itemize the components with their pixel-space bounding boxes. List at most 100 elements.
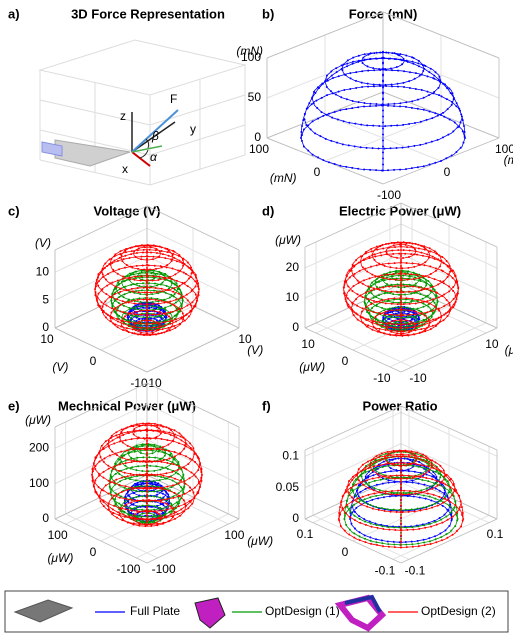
legend: Full Plate OptDesign (1) OptDesign (2) xyxy=(4,590,509,633)
y-axis-label: (V) xyxy=(52,360,68,374)
alpha-arc xyxy=(139,149,149,159)
panel-title: Electric Power (μW) xyxy=(339,203,461,218)
box-edge xyxy=(304,474,402,520)
z-tick-label: 50 xyxy=(248,90,262,104)
x-tick-label: 10 xyxy=(485,337,499,351)
x-tick-label: -100 xyxy=(377,188,401,202)
grid-line xyxy=(304,223,402,269)
grid-line xyxy=(304,411,402,457)
box-edge xyxy=(400,405,498,451)
z-tick-label: 0.05 xyxy=(276,480,300,494)
plot-3d: d) Electric Power (μW)01020-1010-10010(μW… xyxy=(262,202,513,385)
box-edge xyxy=(266,11,384,59)
z-axis-label: (μW) xyxy=(275,233,301,247)
z-tick-label: 0 xyxy=(42,320,49,334)
x-axis-arrow xyxy=(131,151,151,167)
z-tick-label: 0 xyxy=(254,130,261,144)
x-tick-label: -0.1 xyxy=(405,564,426,578)
box-edge xyxy=(400,327,498,373)
plots: b)Force (mN)050100-10001000100(mN)(mN)(m… xyxy=(8,6,513,577)
plot-3d: b)Force (mN)050100-10001000100(mN)(mN)(m… xyxy=(236,6,513,202)
y-axis-arrow xyxy=(131,121,176,153)
plot-3d: f) Power Ratio 0 0.05 0.1 -0.1 0.1 -0.1 0 0.1 xyxy=(262,398,504,577)
grid-line xyxy=(136,513,229,559)
y-tick-label: 0 xyxy=(342,354,349,368)
y-axis-label: (μW) xyxy=(47,551,73,565)
x-axis-label: (V) xyxy=(247,343,263,357)
y-tick-label: -10 xyxy=(130,376,148,390)
grid-line xyxy=(54,227,148,273)
box-edge xyxy=(54,327,148,373)
y-tick-label: 0 xyxy=(342,545,349,559)
angle-label: α xyxy=(150,150,158,164)
grid-line xyxy=(54,403,148,449)
z-tick-label: 100 xyxy=(29,476,49,490)
x-axis-label: (μW) xyxy=(247,534,273,548)
axis-label: y xyxy=(190,122,196,136)
box-edge xyxy=(382,11,500,59)
x-tick-label: -10 xyxy=(409,371,427,385)
panel-title: Voltage (V) xyxy=(94,203,161,218)
y-axis-label: (mN) xyxy=(270,171,297,185)
y-tick-label: 0 xyxy=(90,545,97,559)
axis-label: z xyxy=(120,109,126,123)
surface-points xyxy=(93,243,201,337)
grid-line xyxy=(389,322,487,368)
y-tick-label: -10 xyxy=(373,371,391,385)
y-tick-label: 100 xyxy=(48,528,68,542)
y-tick-label: 100 xyxy=(249,142,269,156)
x-tick-label: 0.1 xyxy=(487,527,504,541)
box-edge xyxy=(400,518,498,564)
x-tick-label: -10 xyxy=(144,376,162,390)
box-edge xyxy=(400,202,498,248)
x-tick-label: 100 xyxy=(224,528,244,542)
surface-points xyxy=(299,51,467,172)
x-tick-label: -100 xyxy=(152,562,176,576)
box-edge xyxy=(54,382,148,428)
box-edge xyxy=(54,474,148,520)
box-edge xyxy=(146,518,240,564)
x-tick-label: 0 xyxy=(444,165,451,179)
box-edge xyxy=(146,474,240,520)
x-axis-label: (mN) xyxy=(504,153,513,167)
diagram-box xyxy=(38,39,247,186)
surface-points xyxy=(342,241,460,337)
panel-letter: b) xyxy=(262,6,274,21)
panel-title: Mechnical Power (μW) xyxy=(58,398,196,413)
z-tick-label: 5 xyxy=(42,292,49,306)
box-edge xyxy=(304,327,402,373)
y-tick-label: 10 xyxy=(301,337,315,351)
panel-letter: f) xyxy=(262,398,271,413)
box-edge xyxy=(304,405,402,451)
box-edge xyxy=(54,205,148,251)
box-edge xyxy=(54,518,148,564)
plate xyxy=(54,139,131,167)
box-edge xyxy=(146,382,240,428)
z-tick-label: 10 xyxy=(286,290,300,304)
panel-title: 3D Force Representation xyxy=(71,6,225,21)
z-tick-label: 0 xyxy=(292,511,299,525)
clamp xyxy=(41,141,63,157)
plot-3d: e) Mechnical Power (μW) 0 100 200 -100 100 -100… xyxy=(8,382,273,576)
z-axis-label: (μW) xyxy=(25,413,51,427)
design-icon xyxy=(194,597,226,629)
box-edge xyxy=(304,202,402,248)
legend-label: OptDesign (1) xyxy=(265,604,340,618)
panel-letter: e) xyxy=(8,398,20,413)
beta-arc xyxy=(145,138,150,149)
box-edge xyxy=(400,474,498,520)
x-tick-label: 10 xyxy=(238,332,252,346)
design-icon xyxy=(344,594,382,613)
projection-arrow xyxy=(131,145,163,153)
panel-letter: c) xyxy=(8,203,20,218)
z-tick-label: 200 xyxy=(29,440,49,454)
panel-a: a) 3D Force Representation z y x F β α xyxy=(8,6,247,186)
grid-line xyxy=(304,443,402,489)
panel-letter: d) xyxy=(262,203,274,218)
box-edge xyxy=(304,518,402,564)
x-tick-label: 100 xyxy=(495,142,513,156)
panel-letter: a) xyxy=(8,6,20,21)
force-arrow xyxy=(131,109,179,153)
